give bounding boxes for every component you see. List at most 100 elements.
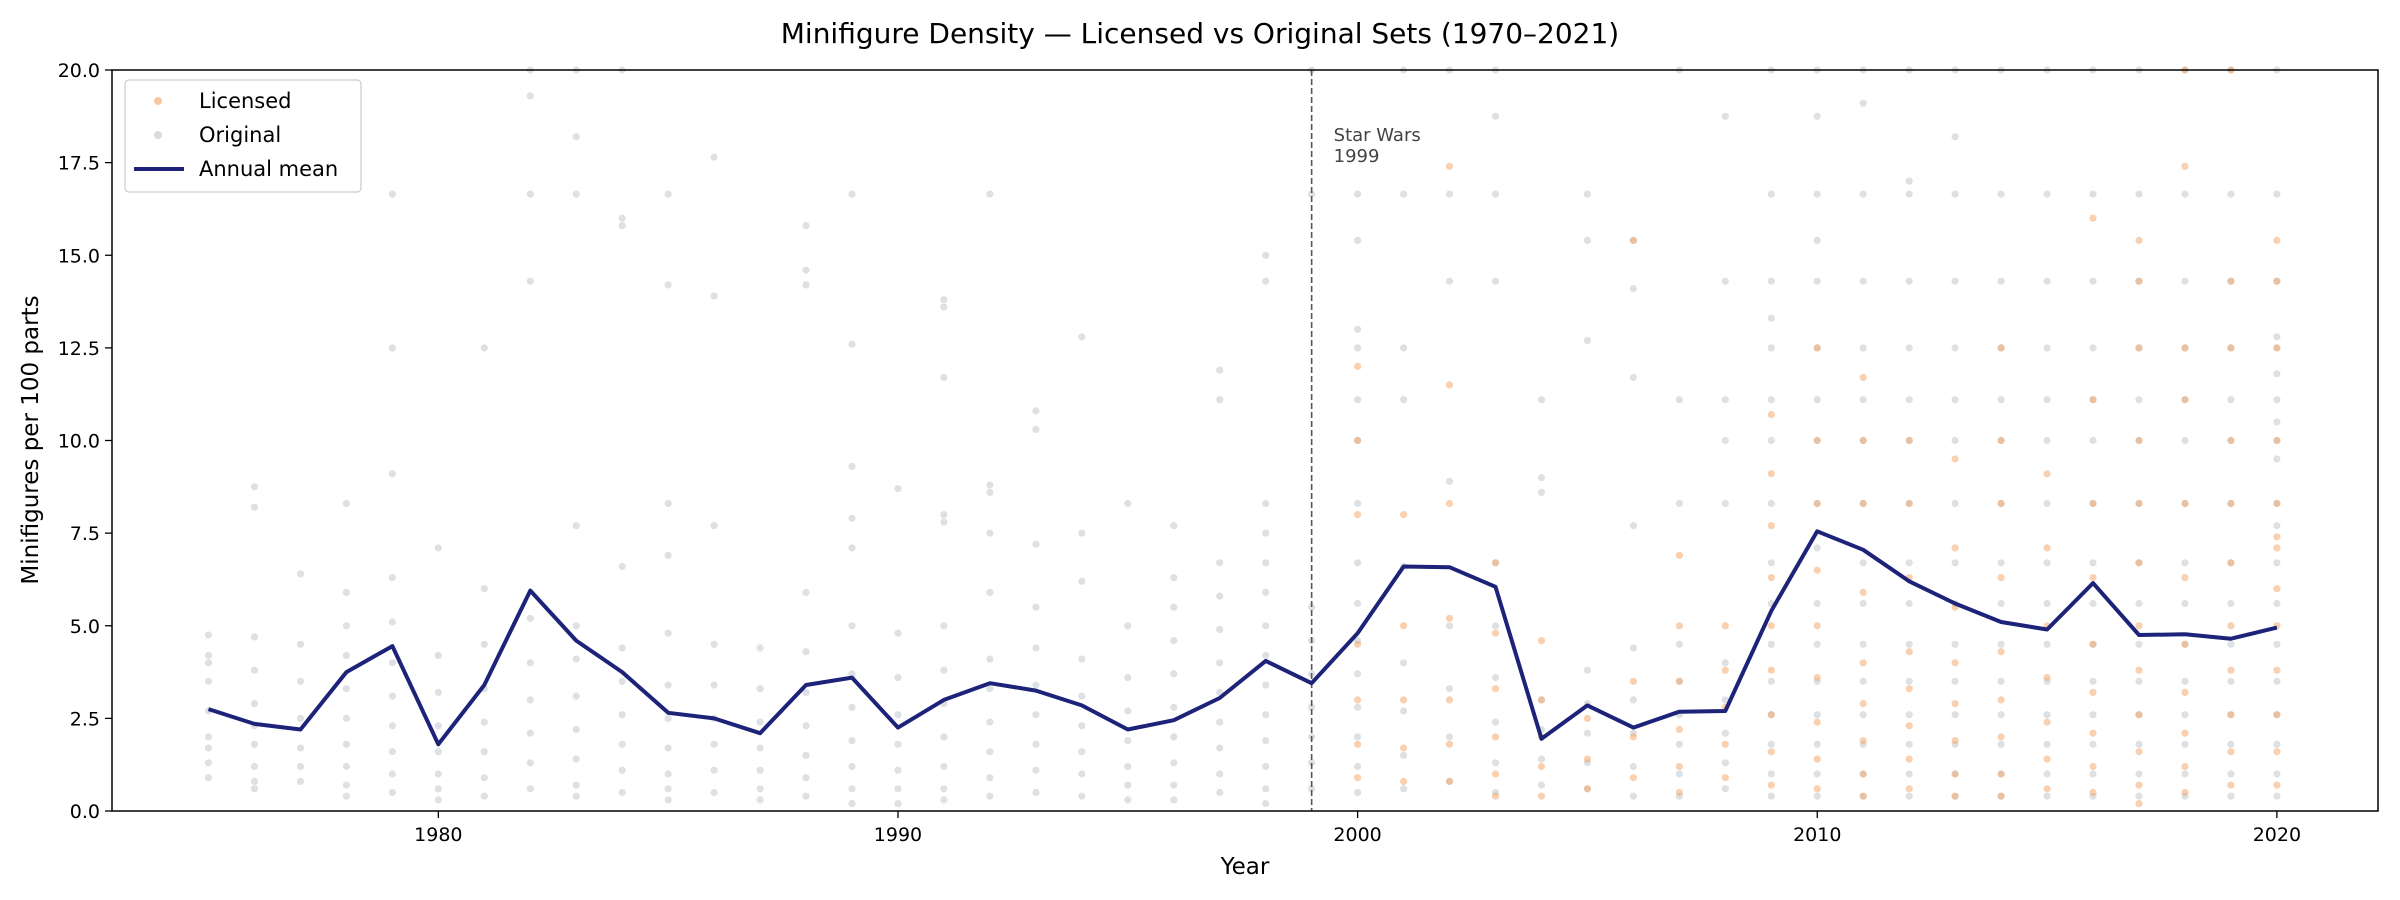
original-point [1445, 733, 1454, 741]
original-point [1537, 781, 1546, 789]
original-point [480, 585, 488, 593]
original-point [986, 190, 994, 198]
original-point [434, 651, 442, 660]
original-point [986, 685, 994, 693]
original-point [342, 622, 350, 630]
original-point [250, 700, 259, 708]
original-point [1537, 396, 1546, 404]
x-tick-label: 1980 [414, 824, 462, 846]
original-point [1124, 707, 1132, 715]
licensed-point [1721, 622, 1729, 630]
y-tick-label: 10.0 [58, 431, 100, 453]
original-point [2227, 770, 2235, 778]
legend-label-licensed: Licensed [199, 89, 292, 113]
original-point [1997, 277, 2005, 285]
original-point [802, 792, 810, 800]
original-point [1721, 696, 1729, 704]
licensed-point [1491, 792, 1500, 800]
y-tick-label: 17.5 [58, 153, 100, 175]
original-point [1905, 344, 1913, 352]
original-point [1721, 729, 1729, 737]
original-point [848, 544, 856, 552]
original-point [802, 281, 810, 289]
original-point [802, 648, 810, 656]
licensed-point [1859, 700, 1867, 708]
licensed-point [2181, 344, 2189, 352]
original-point [1951, 190, 1959, 198]
original-point [894, 485, 902, 493]
original-point [802, 588, 810, 597]
original-point [1032, 407, 1040, 415]
original-point [940, 762, 948, 771]
original-point [1997, 740, 2005, 748]
original-point [1675, 740, 1683, 748]
original-point [250, 503, 259, 511]
licensed-point [2043, 674, 2051, 682]
original-point [480, 640, 488, 648]
licensed-point [1813, 566, 1821, 574]
original-point [894, 674, 902, 682]
licensed-point [1721, 740, 1729, 748]
original-point [250, 666, 259, 674]
licensed-point [2089, 688, 2097, 697]
original-point [2135, 792, 2143, 800]
licensed-point [1675, 622, 1683, 630]
original-point [1032, 711, 1040, 719]
original-point [802, 774, 810, 782]
original-point [940, 796, 948, 804]
original-point [572, 725, 580, 734]
original-point [802, 688, 810, 697]
original-point [1354, 762, 1362, 771]
licensed-point [1951, 455, 1959, 463]
original-point [2043, 559, 2051, 567]
licensed-point [1767, 748, 1775, 756]
original-point [1400, 751, 1408, 760]
original-point [940, 296, 948, 304]
original-point [2043, 344, 2051, 352]
original-point [1583, 336, 1591, 345]
licensed-point [2135, 781, 2143, 789]
original-point [1445, 685, 1454, 693]
original-point [986, 718, 994, 726]
licensed-point [1445, 162, 1454, 170]
original-point [2181, 190, 2189, 198]
licensed-point [1997, 344, 2005, 352]
original-point [1537, 474, 1546, 482]
licensed-point [1813, 674, 1821, 682]
original-point [1629, 373, 1637, 382]
original-point [572, 133, 580, 141]
original-point [1032, 766, 1040, 774]
original-point [848, 622, 856, 630]
licensed-point [1400, 622, 1408, 630]
original-point [1721, 759, 1729, 767]
licensed-point [2135, 800, 2143, 808]
licensed-point [2089, 574, 2097, 582]
original-point [1859, 711, 1867, 719]
original-point [526, 785, 534, 793]
original-point [664, 744, 672, 752]
licensed-point [1767, 711, 1775, 719]
original-point [2273, 418, 2281, 426]
x-axis-title: Year [1220, 854, 1270, 880]
original-point [2273, 190, 2281, 198]
original-point [2089, 436, 2097, 445]
original-point [2135, 599, 2143, 608]
original-point [250, 762, 259, 771]
licensed-point [2227, 436, 2235, 445]
licensed-point [1675, 677, 1683, 685]
original-point [1813, 740, 1821, 748]
original-point [1078, 577, 1086, 585]
licensed-point [2227, 781, 2235, 789]
licensed-point [1675, 762, 1683, 771]
original-point [526, 92, 534, 100]
original-point [1216, 396, 1224, 404]
licensed-point [1400, 696, 1408, 704]
original-point [342, 781, 350, 789]
original-point [2227, 740, 2235, 748]
licensed-point [1675, 551, 1683, 560]
original-point [756, 685, 764, 693]
original-point [1813, 112, 1821, 120]
annotation-text-line: 1999 [1334, 146, 1380, 167]
licensed-point [1813, 785, 1821, 793]
